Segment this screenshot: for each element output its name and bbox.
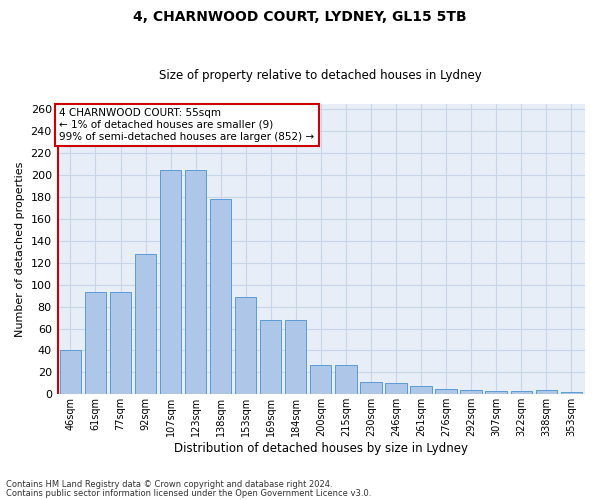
Bar (85, 292, 106, 394)
Bar (335, 364, 356, 394)
Bar (460, 390, 482, 394)
Bar (511, 391, 532, 394)
Bar (260, 320, 281, 394)
Bar (310, 364, 331, 394)
Bar (410, 386, 431, 394)
Bar (560, 392, 582, 394)
Text: Contains HM Land Registry data © Crown copyright and database right 2024.: Contains HM Land Registry data © Crown c… (6, 480, 332, 489)
Bar (160, 170, 181, 394)
Text: 4, CHARNWOOD COURT, LYDNEY, GL15 5TB: 4, CHARNWOOD COURT, LYDNEY, GL15 5TB (133, 10, 467, 24)
Bar (185, 170, 206, 394)
Title: Size of property relative to detached houses in Lydney: Size of property relative to detached ho… (160, 69, 482, 82)
Bar (60, 350, 81, 395)
Y-axis label: Number of detached properties: Number of detached properties (15, 162, 25, 337)
Bar (536, 390, 557, 394)
Text: 4 CHARNWOOD COURT: 55sqm
← 1% of detached houses are smaller (9)
99% of semi-det: 4 CHARNWOOD COURT: 55sqm ← 1% of detache… (59, 108, 314, 142)
Bar (235, 297, 256, 394)
Bar (210, 200, 232, 394)
X-axis label: Distribution of detached houses by size in Lydney: Distribution of detached houses by size … (174, 442, 468, 455)
Bar (285, 320, 307, 394)
Bar (135, 254, 156, 394)
Bar (485, 391, 507, 394)
Bar (360, 382, 382, 394)
Bar (436, 389, 457, 394)
Bar (385, 384, 407, 394)
Text: Contains public sector information licensed under the Open Government Licence v3: Contains public sector information licen… (6, 488, 371, 498)
Bar (110, 292, 131, 394)
